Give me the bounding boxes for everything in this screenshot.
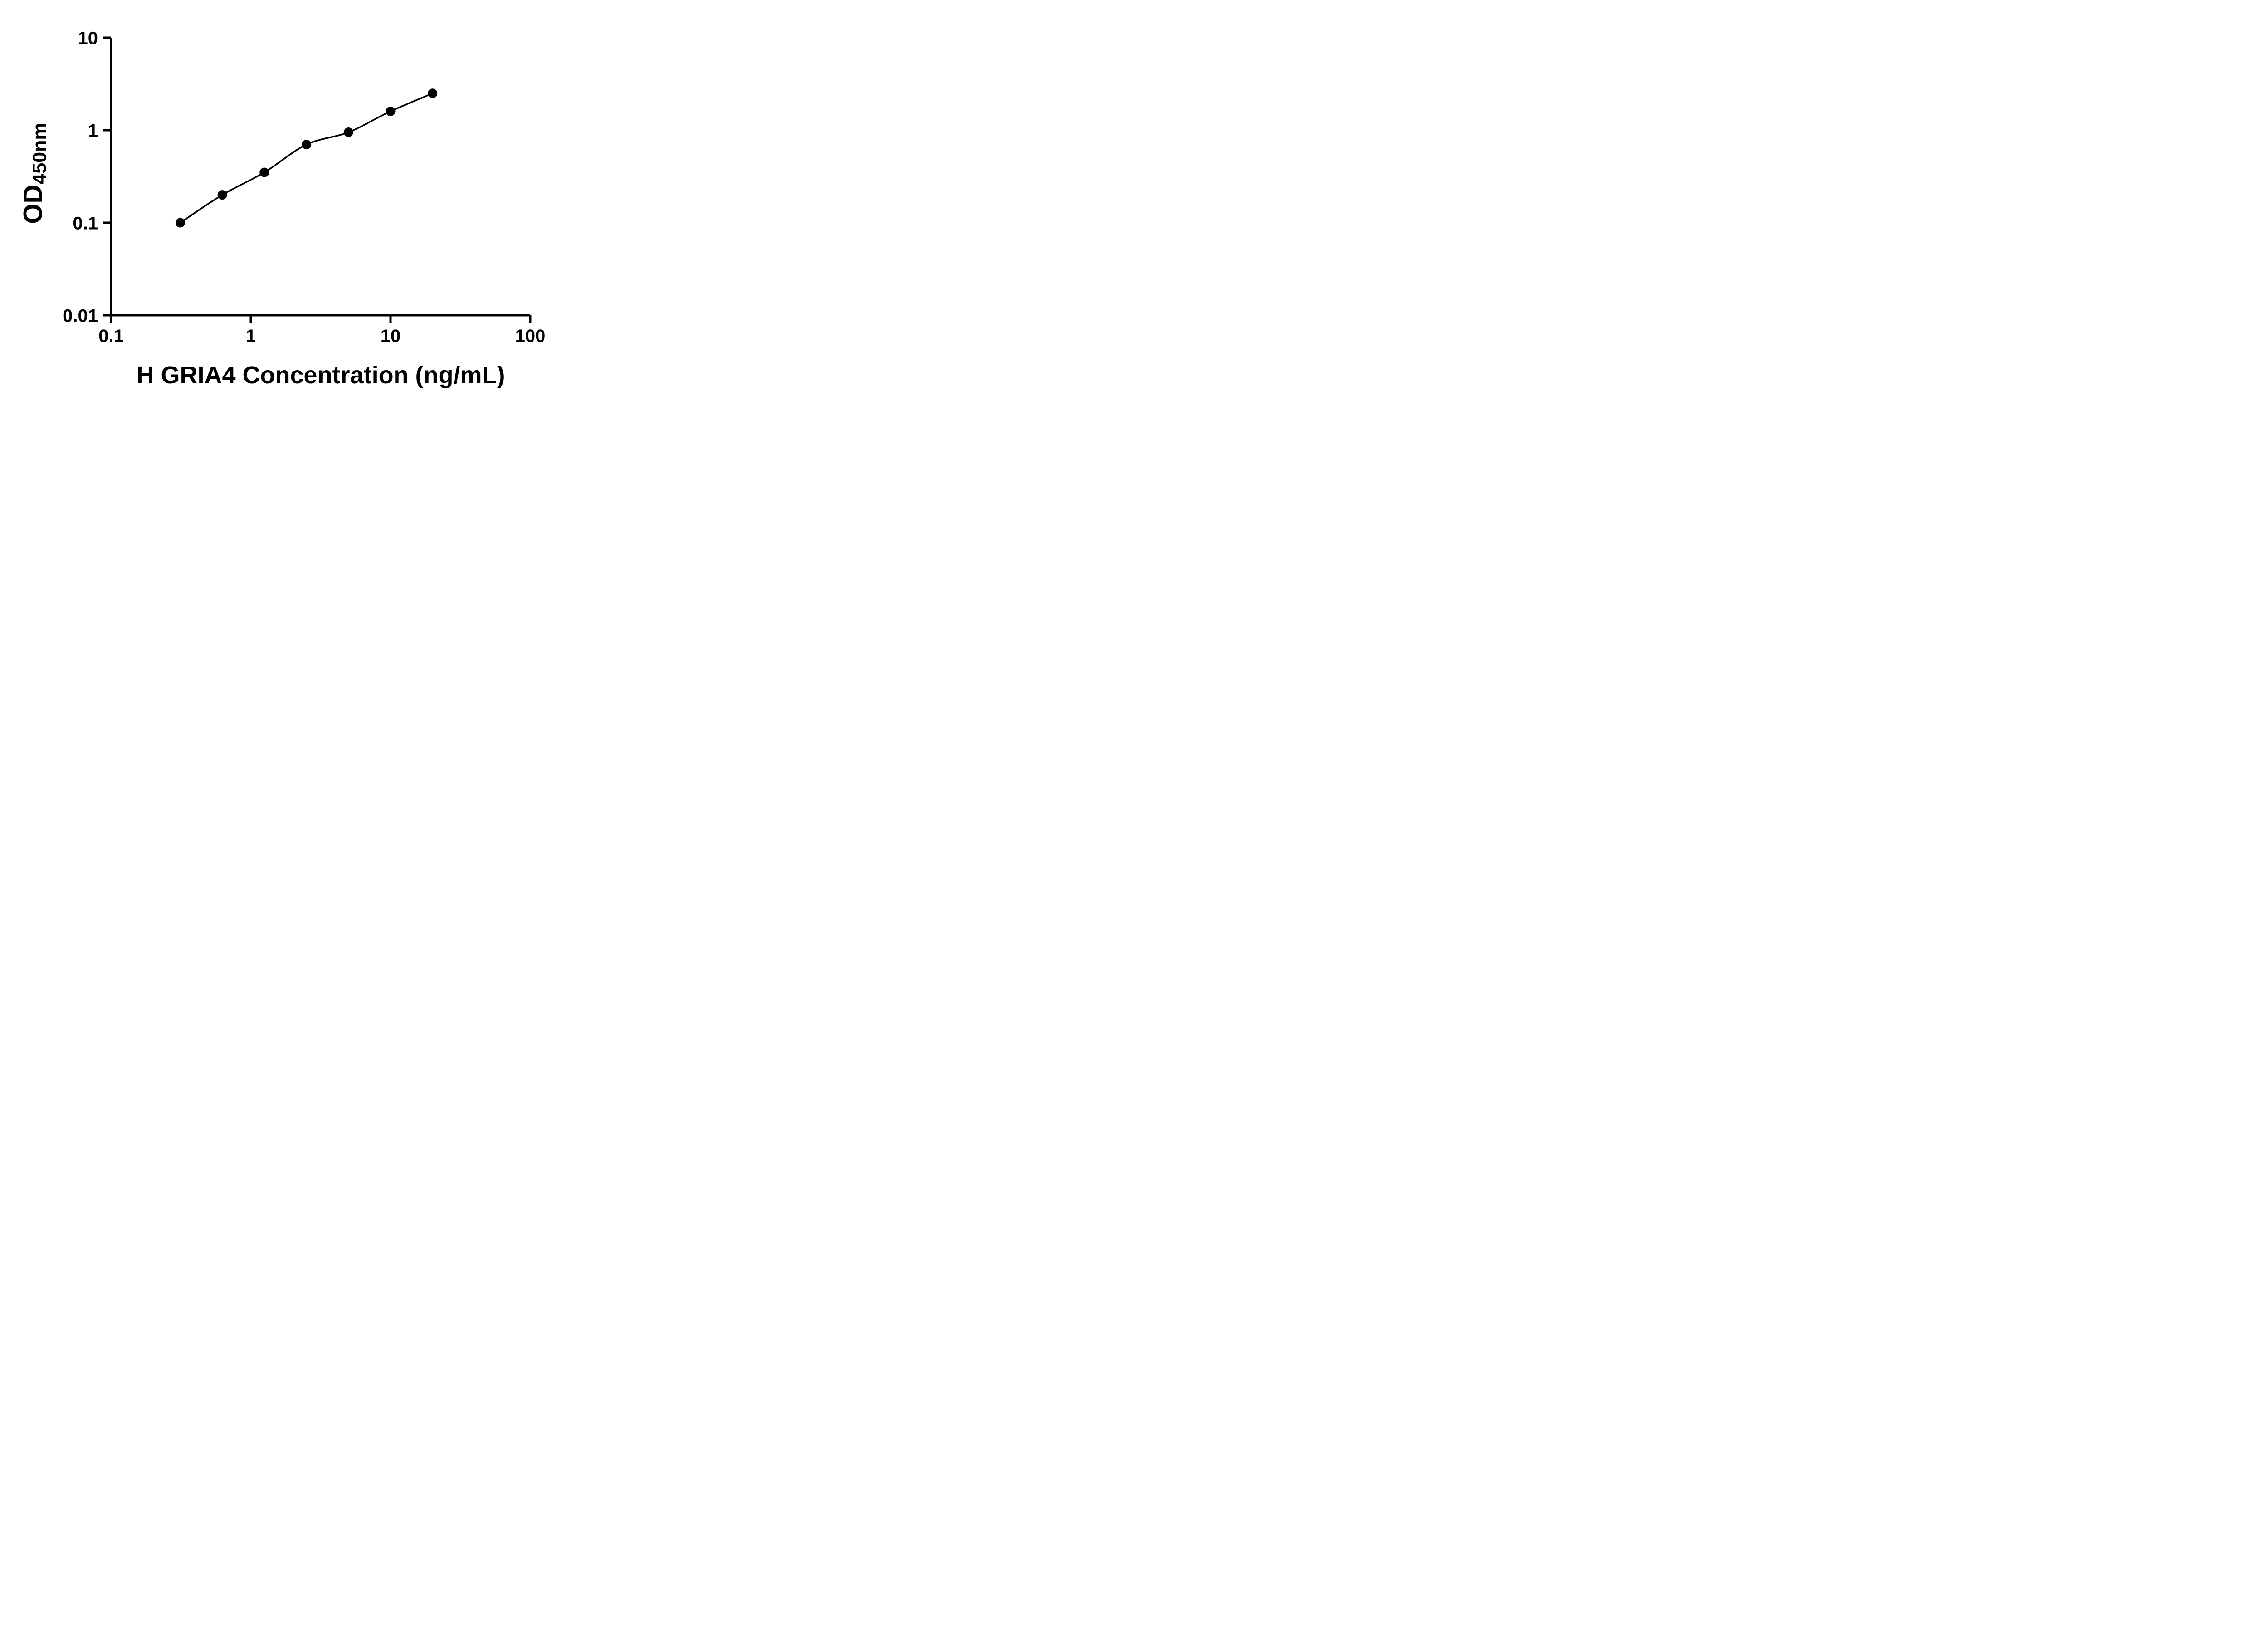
x-tick-label: 100 bbox=[515, 326, 546, 346]
data-point bbox=[386, 106, 396, 116]
data-point bbox=[217, 190, 227, 200]
y-tick-label: 10 bbox=[78, 28, 98, 48]
y-axis-label: OD450nm bbox=[18, 122, 51, 224]
data-point bbox=[428, 88, 438, 98]
x-axis-label: H GRIA4 Concentration (ng/mL) bbox=[136, 362, 505, 389]
axis-lines bbox=[110, 38, 530, 317]
data-point bbox=[259, 167, 269, 177]
x-tick-label: 0.1 bbox=[98, 326, 124, 346]
x-tick-label: 10 bbox=[381, 326, 401, 346]
y-tick-label: 0.1 bbox=[73, 213, 98, 233]
y-tick-label: 0.01 bbox=[63, 306, 98, 326]
data-point bbox=[302, 140, 312, 150]
data-point bbox=[175, 218, 185, 228]
x-tick-label: 1 bbox=[246, 326, 256, 346]
y-axis-label-text: OD bbox=[18, 184, 48, 224]
data-point bbox=[343, 127, 353, 137]
chart-container: 0.1 1 10 100 0.01 0.1 1 10 OD450nm H GRIA4 Conc… bbox=[0, 0, 583, 408]
y-axis-label-subscript: 450nm bbox=[29, 122, 51, 185]
y-tick-label: 1 bbox=[88, 121, 98, 141]
